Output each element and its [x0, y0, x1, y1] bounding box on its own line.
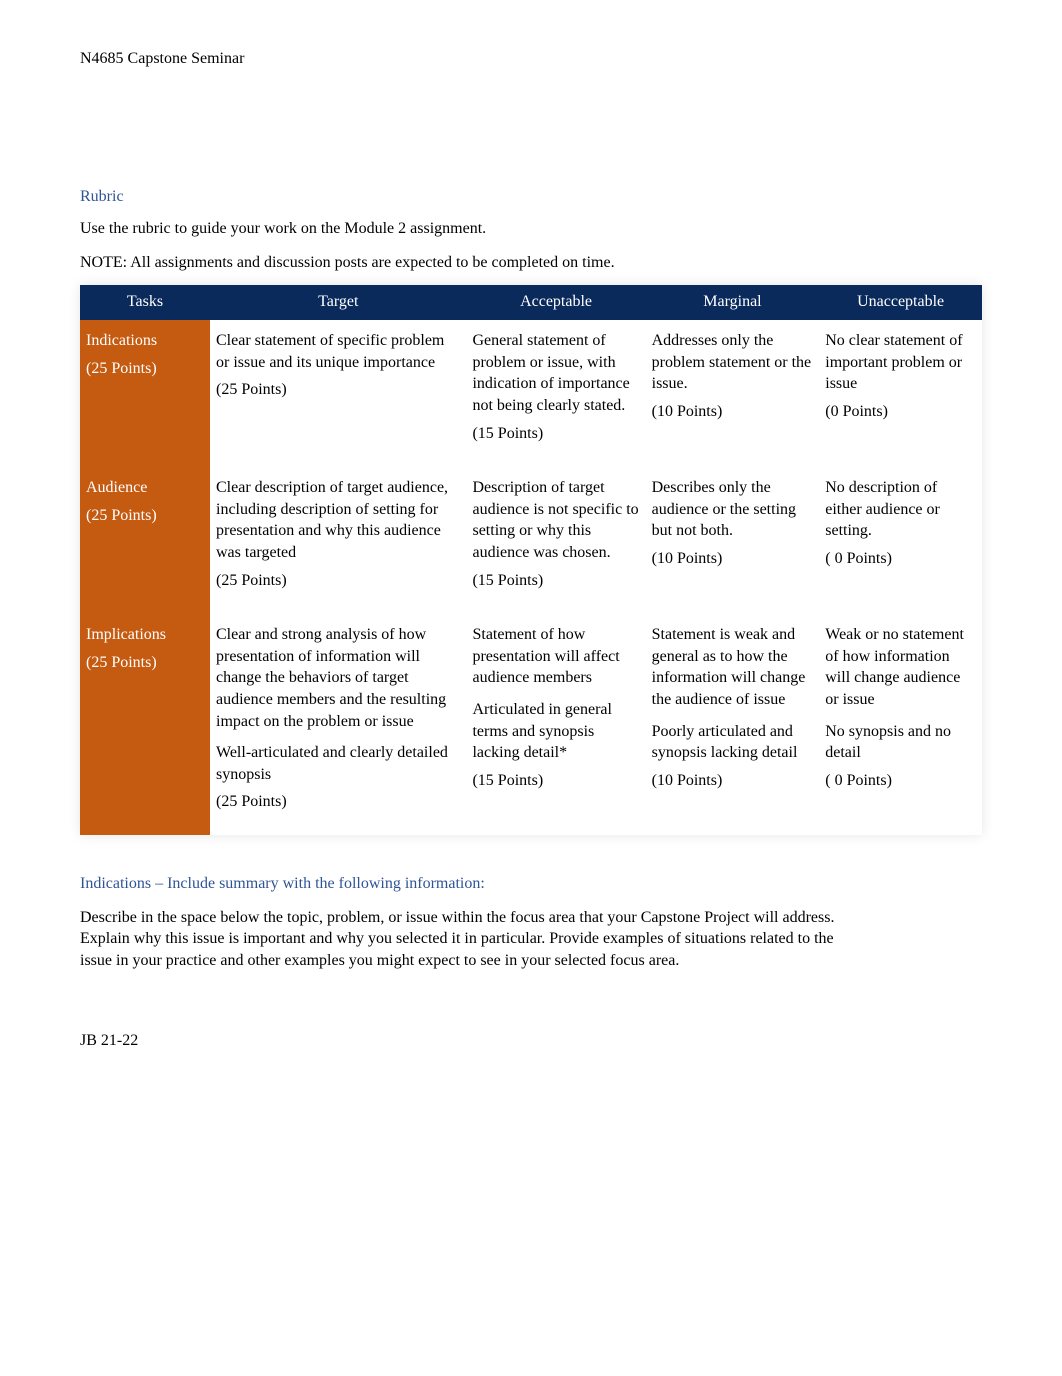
col-target: Target: [210, 285, 466, 320]
page-footer: JB 21-22: [80, 1032, 982, 1050]
table-header-row: Tasks Target Acceptable Marginal Unaccep…: [80, 285, 982, 320]
marginal-cell: Addresses only the problem statement or …: [646, 320, 820, 467]
col-marginal: Marginal: [646, 285, 820, 320]
rubric-heading: Rubric: [80, 188, 982, 206]
task-cell: Implications(25 Points): [80, 614, 210, 835]
acceptable-cell: Description of target audience is not sp…: [466, 467, 645, 614]
unacceptable-cell: No clear statement of important problem …: [819, 320, 982, 467]
rubric-intro-1: Use the rubric to guide your work on the…: [80, 218, 982, 240]
page-header: N4685 Capstone Seminar: [80, 50, 982, 68]
target-cell: Clear description of target audience, in…: [210, 467, 466, 614]
unacceptable-cell: No description of either audience or set…: [819, 467, 982, 614]
task-cell: Audience(25 Points): [80, 467, 210, 614]
unacceptable-cell: Weak or no statement of how information …: [819, 614, 982, 835]
acceptable-cell: Statement of how presentation will affec…: [466, 614, 645, 835]
indications-heading: Indications – Include summary with the f…: [80, 875, 982, 893]
indications-body: Describe in the space below the topic, p…: [80, 907, 840, 972]
task-cell: Indications(25 Points): [80, 320, 210, 467]
marginal-cell: Statement is weak and general as to how …: [646, 614, 820, 835]
table-row: Indications(25 Points)Clear statement of…: [80, 320, 982, 467]
acceptable-cell: General statement of problem or issue, w…: [466, 320, 645, 467]
col-tasks: Tasks: [80, 285, 210, 320]
col-acceptable: Acceptable: [466, 285, 645, 320]
target-cell: Clear statement of specific problem or i…: [210, 320, 466, 467]
col-unacceptable: Unacceptable: [819, 285, 982, 320]
target-cell: Clear and strong analysis of how present…: [210, 614, 466, 835]
marginal-cell: Describes only the audience or the setti…: [646, 467, 820, 614]
rubric-table: Tasks Target Acceptable Marginal Unaccep…: [80, 285, 982, 835]
table-row: Implications(25 Points)Clear and strong …: [80, 614, 982, 835]
table-row: Audience(25 Points)Clear description of …: [80, 467, 982, 614]
rubric-intro-2: NOTE: All assignments and discussion pos…: [80, 252, 982, 274]
